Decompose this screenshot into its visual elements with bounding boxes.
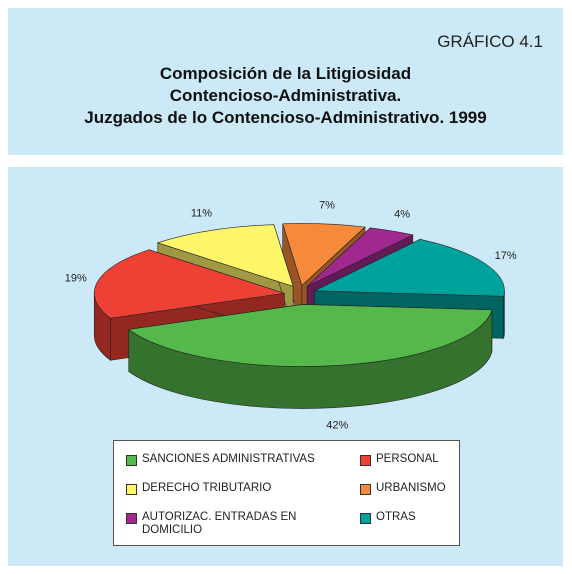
- legend-item: AUTORIZAC. ENTRADAS EN DOMICILIO: [126, 511, 341, 537]
- data-label: 11%: [191, 208, 212, 220]
- title-line: Composición de la Litigiosidad: [159, 64, 412, 83]
- chart-panel: 42% 19% 11% 7% 4% 17% SANCIONES ADMINISTRATIV…: [8, 167, 563, 566]
- chart-title: Composición de la Litigiosidad Contencio…: [8, 63, 563, 129]
- legend-item: DERECHO TRIBUTARIO: [126, 482, 341, 495]
- title-line: Juzgados de lo Contencioso-Administrativ…: [84, 108, 487, 127]
- legend-label: SANCIONES ADMINISTRATIVAS: [142, 453, 315, 465]
- data-label: 19%: [65, 273, 87, 285]
- legend-swatch: [360, 484, 371, 495]
- slice: [306, 227, 414, 287]
- chart: 42% 19% 11% 7% 4% 17%: [65, 200, 517, 432]
- slice: [93, 249, 285, 319]
- slice: [282, 223, 366, 287]
- figure-label: GRÁFICO 4.1: [437, 32, 543, 51]
- legend-swatch: [360, 513, 371, 524]
- legend-label: DERECHO TRIBUTARIO: [142, 482, 272, 494]
- slice: [314, 239, 505, 297]
- data-label: 17%: [495, 250, 517, 262]
- header-panel: GRÁFICO 4.1 Composición de la Litigiosid…: [8, 8, 563, 155]
- legend-label: OTRAS: [376, 511, 416, 523]
- legend-item: OTRAS: [360, 511, 455, 524]
- title-line: Contencioso-Administrativa.: [169, 86, 402, 105]
- legend-label: PERSONAL: [376, 453, 439, 465]
- legend-item: PERSONAL: [360, 453, 455, 466]
- legend-label: AUTORIZAC. ENTRADAS EN DOMICILIO: [142, 511, 297, 536]
- slice: [156, 224, 294, 287]
- slice-side: [503, 290, 505, 339]
- legend-swatch: [126, 484, 137, 495]
- slice: [128, 304, 493, 367]
- legend-label: URBANISMO: [376, 482, 446, 494]
- data-label: 7%: [319, 200, 335, 212]
- data-label: 42%: [326, 420, 348, 432]
- legend-swatch: [126, 513, 137, 524]
- data-label: 4%: [394, 208, 410, 220]
- legend-item: URBANISMO: [360, 482, 455, 495]
- legend-item: SANCIONES ADMINISTRATIVAS: [126, 453, 341, 466]
- legend: SANCIONES ADMINISTRATIVAS PERSONAL DERECHO…: [113, 440, 460, 546]
- legend-swatch: [360, 455, 371, 466]
- legend-swatch: [126, 455, 137, 466]
